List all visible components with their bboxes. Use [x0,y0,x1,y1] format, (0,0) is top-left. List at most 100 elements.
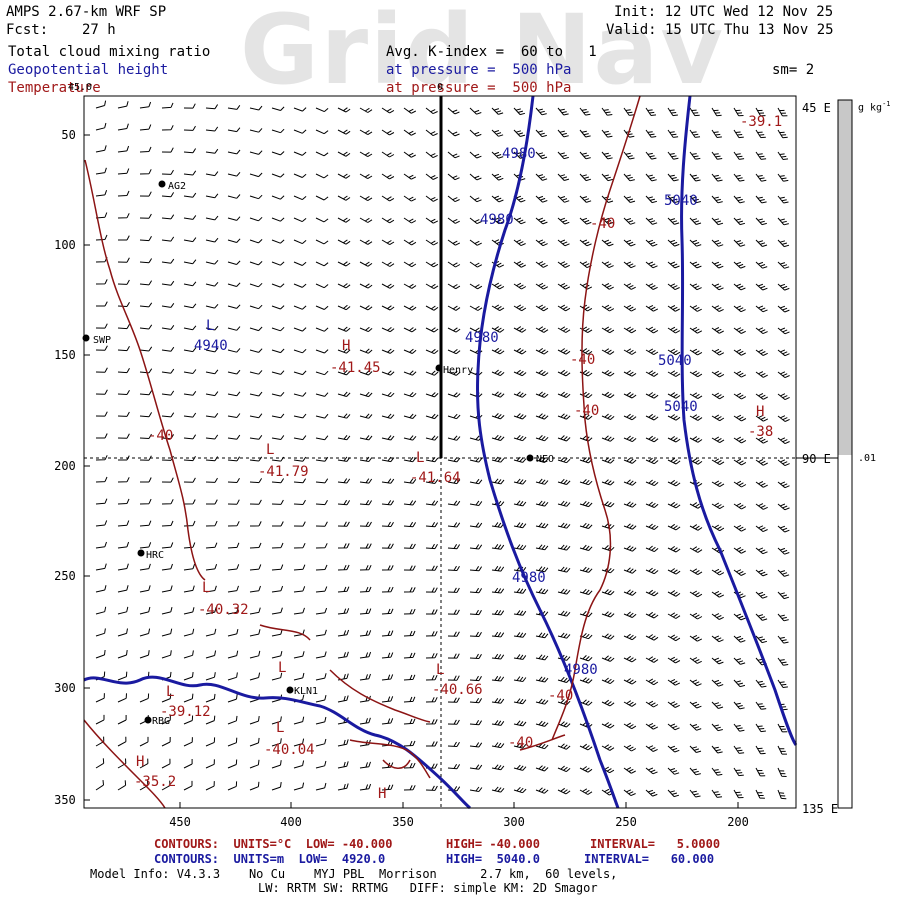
wind-barb [381,652,394,659]
wind-barb [205,781,215,791]
wind-barb [425,305,439,311]
wind-barb [579,282,593,290]
temp-label: -40 [590,216,616,232]
temp-label: -41.45 [330,360,381,376]
wind-barb [315,543,328,549]
wind-barb [601,611,615,618]
wind-barb [95,389,108,395]
wind-barb [579,677,593,684]
wind-barb [689,701,702,709]
wind-barb [403,674,416,681]
wind-barb [117,715,127,725]
wind-barb [337,283,351,289]
wind-barb [249,478,263,484]
wind-barb [733,635,746,643]
wind-barb [161,412,175,418]
wind-barb [425,674,438,681]
wind-barb [381,107,395,114]
wind-barb [271,283,285,288]
wind-barb [579,721,593,729]
wind-barb [293,499,306,505]
wind-barb [183,237,197,243]
wind-barb [161,499,174,505]
wind-barb [183,192,197,198]
wind-barb [359,521,372,527]
temp-label: -35.2 [134,774,177,790]
wind-barb [557,787,571,795]
wind-barb [95,736,105,747]
wind-barb [667,745,680,753]
wind-barb [337,107,351,113]
wind-barb [469,173,482,181]
low-center-mark: L [436,662,445,678]
wind-barb [205,737,216,747]
wind-barb [183,281,197,287]
wind-barb [117,628,128,637]
wind-barb [469,609,482,616]
wind-barb [667,789,680,798]
y-tick-label: 350 [54,793,76,807]
fcst-value: 27 h [82,22,116,38]
wind-barb [337,173,351,179]
wind-barb [645,107,657,116]
wind-barb [205,215,219,221]
wind-barb [315,239,329,245]
wind-barb [205,148,219,154]
wind-barb [403,305,417,311]
wind-barb [403,543,416,549]
wind-barb [491,107,504,115]
wind-barb [117,168,130,175]
wind-barb [161,693,172,703]
wind-barb [183,759,193,769]
wind-barb [469,522,483,528]
wind-barb [315,173,329,179]
wind-barbs [95,100,790,800]
wind-barb [403,785,416,791]
wind-barb [513,632,527,638]
wind-barb [381,305,395,311]
wind-barb [271,391,285,397]
wind-barb [491,653,505,660]
wind-barb [403,521,417,528]
wind-barb [645,700,659,708]
wind-barb [403,370,417,376]
wind-barb [645,413,659,421]
wind-barb [161,102,174,109]
wind-barb [447,107,460,115]
wind-barb [359,608,372,615]
wind-barb [425,283,439,290]
station-dot [435,364,443,372]
init-time: Init: 12 UTC Wed 12 Nov 25 [614,4,834,20]
wind-barb [557,522,571,529]
wind-barb [733,767,744,777]
wind-barb [491,326,505,333]
wind-barb [381,391,395,398]
wind-barb [623,633,637,641]
wind-barb [249,542,262,549]
wind-barb [161,303,175,308]
wind-barb [205,281,219,287]
wind-barb [667,348,681,356]
wind-barb [733,107,744,117]
wind-barb [623,151,635,160]
wind-barb [711,657,724,665]
wind-barb [381,696,394,703]
wind-barb [205,303,219,309]
wind-barb [293,305,307,310]
wind-barb [381,413,395,419]
wind-barb [469,720,483,726]
wind-barb [623,370,637,377]
wind-barb [733,502,747,510]
wind-barb [403,173,417,180]
wind-barb [205,259,219,265]
temp-contour-west [84,159,206,581]
station-label-hrc: HRC [146,550,165,561]
wind-barb [403,283,417,289]
wind-barb [183,672,194,681]
wind-barb [359,673,371,681]
field-cloud-avg: Avg. K-index = 60 to 1 [386,44,597,60]
wind-barb [139,191,152,197]
wind-barb [623,129,635,138]
wind-barb [139,146,152,153]
wind-barb [161,715,171,725]
